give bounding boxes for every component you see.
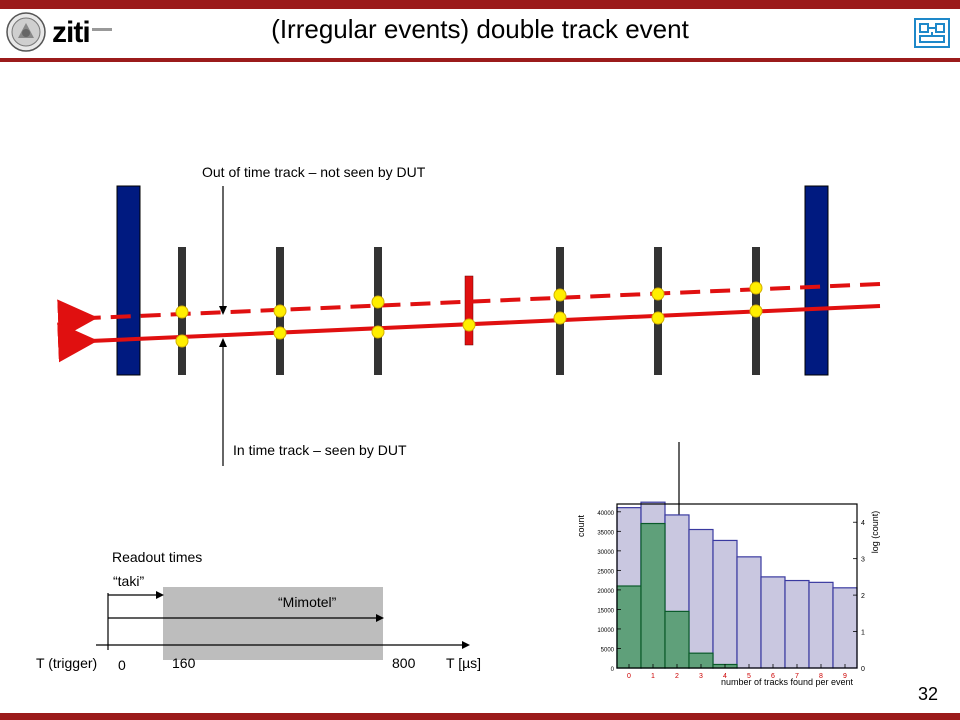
x-tick-label: 7 — [795, 673, 799, 680]
trigger-label: T (trigger) — [36, 655, 98, 671]
scintillator-left — [116, 185, 141, 376]
tick-0-label: 0 — [118, 657, 126, 673]
telescope-plane-5 — [654, 247, 662, 375]
tick-160-label: 160 — [172, 655, 196, 671]
log-count-bar-7 — [784, 579, 810, 669]
right-tick-label: 0 — [861, 666, 865, 673]
in-time-track — [57, 304, 881, 363]
histogram-xlabel: number of tracks found per event — [721, 677, 854, 687]
right-tick-label: 1 — [861, 630, 865, 637]
count-bar-0 — [616, 585, 642, 669]
histogram-ylabel-left: count — [576, 514, 586, 537]
ziti-logo-text: ziti — [52, 16, 91, 49]
x-tick-label: 3 — [699, 673, 703, 680]
in-time-label: In time track – seen by DUT — [233, 442, 407, 458]
right-tick-label: 3 — [861, 557, 865, 564]
left-tick-label: 15000 — [597, 608, 614, 614]
readout-times-label: Readout times — [112, 549, 203, 565]
log-count-bar-5 — [736, 556, 762, 669]
scintillator-right — [804, 185, 829, 376]
right-tick-label: 4 — [861, 520, 865, 527]
histogram-ylabel-right: log (count) — [870, 511, 880, 554]
university-seal-icon — [6, 12, 46, 52]
title-rule — [0, 58, 960, 62]
x-tick-label: 6 — [771, 673, 775, 680]
x-tick-label: 9 — [843, 673, 847, 680]
x-tick-label: 0 — [627, 673, 631, 680]
taki-label: “taki” — [113, 573, 145, 589]
bottom-bar — [0, 713, 960, 720]
out-of-time-track — [57, 282, 881, 340]
left-tick-label: 25000 — [597, 569, 614, 575]
x-tick-label: 5 — [747, 673, 751, 680]
tick-800-label: 800 — [392, 655, 416, 671]
count-bar-2 — [664, 610, 690, 669]
x-tick-label: 8 — [819, 673, 823, 680]
x-tick-label: 1 — [651, 673, 655, 680]
page-number: 32 — [918, 684, 939, 704]
slide-title: (Irregular events) double track event — [271, 14, 689, 44]
log-count-bar-9 — [832, 587, 858, 669]
ziti-logo: ziti — [52, 16, 91, 50]
left-tick-label: 10000 — [597, 628, 614, 634]
left-tick-label: 5000 — [601, 647, 615, 653]
log-count-bar-6 — [760, 576, 786, 669]
dut-plane — [464, 275, 474, 346]
log-count-bar-8 — [808, 581, 834, 669]
telescope-plane-4 — [556, 247, 564, 375]
top-bar — [0, 0, 960, 9]
log-count-bar-4 — [712, 539, 738, 669]
left-tick-label: 40000 — [597, 511, 614, 517]
out-of-time-label: Out of time track – not seen by DUT — [202, 164, 426, 180]
mimotel-readout-window — [163, 587, 383, 660]
telescope-plane-3 — [374, 247, 382, 375]
ziti-logo-line — [92, 28, 112, 31]
left-tick-label: 35000 — [597, 530, 614, 536]
left-tick-label: 0 — [611, 667, 615, 673]
institute-logo-icon — [914, 18, 950, 48]
left-tick-label: 30000 — [597, 550, 614, 556]
time-unit-label: T [µs] — [446, 655, 482, 671]
right-tick-label: 2 — [861, 593, 865, 600]
mimotel-label: “Mimotel” — [278, 594, 337, 610]
x-tick-label: 4 — [723, 673, 727, 680]
x-tick-label: 2 — [675, 673, 679, 680]
histogram-frame — [616, 503, 858, 669]
count-bar-1 — [640, 522, 666, 669]
hit-markers — [175, 281, 763, 348]
log-count-bar-3 — [688, 528, 714, 669]
left-tick-label: 20000 — [597, 589, 614, 595]
